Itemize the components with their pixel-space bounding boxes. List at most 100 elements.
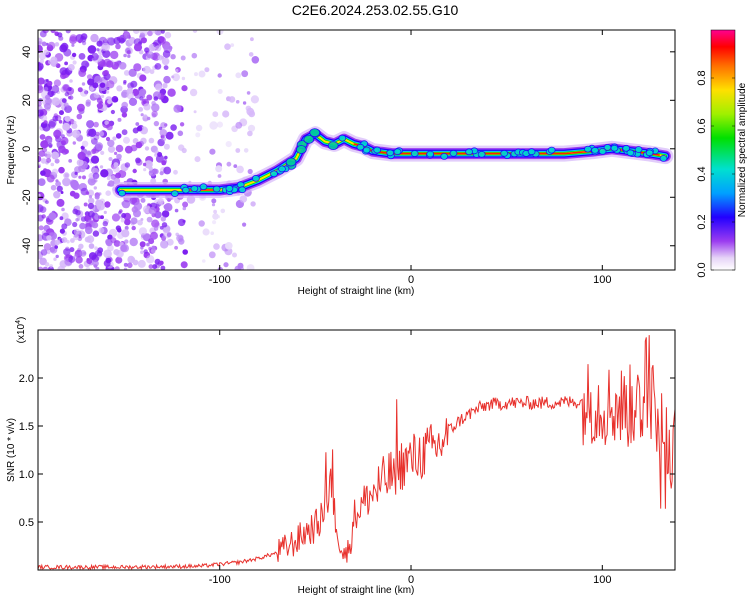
spectrogram-noise-cell — [43, 49, 50, 56]
spectrogram-noise-cell — [132, 168, 137, 174]
spectrogram-noise-cell — [147, 54, 152, 59]
spectrogram-noise-cell — [76, 159, 84, 167]
spectrogram-noise-cell — [107, 139, 115, 147]
spectrogram-noise-cell — [38, 44, 43, 54]
spectrogram-noise-cell — [38, 266, 44, 270]
spectrogram-noise-cell — [93, 92, 100, 99]
spectrogram-noise-cell — [63, 172, 70, 179]
spectrogram-noise-cell — [115, 43, 121, 50]
spectrogram-noise-cell — [124, 226, 129, 230]
spectrogram-noise-cell — [45, 94, 51, 100]
spectrogram-noise-cell — [96, 48, 100, 52]
spectrogram-noise-cell — [68, 95, 72, 100]
spectrogram-noise-cell — [217, 73, 222, 78]
snr-y-tick-label: 0.5 — [19, 517, 34, 529]
spectrogram-noise-cell — [198, 70, 206, 78]
spectrogram-noise-cell — [106, 80, 115, 89]
spectrogram-noise-cell — [85, 267, 91, 270]
spectrogram-noise-cell — [50, 162, 55, 167]
spectrogram-noise-cell — [153, 96, 159, 101]
spectrogram-noise-cell — [159, 260, 164, 266]
spectrogram-x-ticks: -100 0 100 — [209, 30, 611, 286]
spectrogram-noise-cell — [209, 121, 218, 130]
spectrogram-noise-cell — [51, 97, 60, 106]
spectrogram-noise-cell — [121, 112, 128, 118]
spectrogram-noise-cell — [115, 256, 123, 264]
spectrogram-noise-cell — [71, 43, 75, 47]
spectrogram-noise-cell — [114, 151, 118, 155]
spectrogram-noise-cell — [64, 61, 68, 66]
spectrogram-noise-cell — [103, 249, 112, 259]
spectrogram-noise-cell — [85, 99, 92, 105]
spectrogram-noise-cell — [43, 243, 52, 251]
spectrogram-ridge-blob — [659, 154, 668, 162]
spectrogram-noise-cell — [144, 47, 150, 53]
spectrogram-noise-cell — [181, 85, 188, 92]
spectrogram-noise-cell — [59, 228, 65, 234]
spectrogram-x-tick-label: -100 — [209, 274, 231, 286]
spectrogram-noise-cell — [95, 199, 103, 207]
spectrogram-noise-cell — [151, 219, 160, 228]
spectrogram-noise-cell — [212, 220, 217, 225]
spectrogram-noise-cell — [210, 231, 214, 235]
spectrogram-noise-cell — [95, 131, 100, 137]
spectrogram-ridge — [112, 126, 674, 198]
spectrogram-noise-cell — [51, 85, 60, 94]
spectrogram-noise-cell — [144, 160, 153, 169]
colorbar-gradient — [710, 29, 736, 271]
spectrogram-noise-cell — [52, 115, 59, 122]
spectrogram-noise-cell — [38, 178, 46, 186]
spectrogram-noise-cell — [78, 39, 82, 44]
spectrogram-noise-cell — [71, 52, 77, 58]
spectrogram-noise-cell — [139, 241, 146, 248]
spectrogram-noise-cell — [77, 151, 86, 160]
spectrogram-noise-cell — [146, 94, 153, 101]
spectrogram-ridge-blob — [584, 145, 592, 153]
spectrogram-noise-cell — [113, 37, 121, 45]
spectrogram-noise-cell — [98, 227, 105, 234]
spectrogram-noise-cell — [173, 169, 178, 175]
spectrogram-noise-cell — [216, 215, 221, 219]
spectrogram-noise-cell — [50, 30, 56, 34]
spectrogram-noise-cell — [135, 122, 140, 126]
spectrogram-noise-cell — [60, 134, 65, 139]
spectrogram-noise-cell — [191, 52, 198, 59]
spectrogram-noise-cell — [180, 261, 188, 269]
spectrogram-noise-cell — [123, 32, 130, 39]
spectrogram-noise-cell — [143, 65, 151, 74]
spectrogram-noise-cell — [124, 162, 131, 168]
snr-y-multiplier: (x104) — [15, 317, 27, 344]
snr-y-tick-label: 2.0 — [19, 373, 34, 385]
spectrogram-noise-cell — [62, 83, 70, 92]
spectrogram-noise-cell — [108, 157, 113, 161]
spectrogram-noise-cell — [88, 197, 95, 205]
spectrogram-noise-cell — [64, 91, 70, 97]
spectrogram-ridge-blob — [225, 185, 234, 192]
spectrogram-noise-cell — [54, 239, 60, 246]
spectrogram-noise-cell — [90, 155, 100, 164]
spectrogram-ridge-band — [118, 132, 668, 192]
spectrogram-noise-cell — [116, 85, 123, 92]
spectrogram-noise-cell — [163, 166, 172, 175]
spectrogram-noise-cell — [160, 30, 165, 34]
spectrogram-noise-cell — [88, 195, 93, 199]
spectrogram-noise-cell — [123, 80, 127, 84]
spectrogram-noise-cell — [155, 154, 165, 163]
spectrogram-noise-cell — [217, 266, 223, 270]
spectrogram-noise-cell — [213, 243, 220, 250]
spectrogram-noise-cell — [105, 90, 110, 94]
spectrogram-noise-cell — [106, 86, 110, 91]
spectrogram-noise-cell — [209, 148, 216, 155]
spectrogram-noise-cell — [239, 195, 248, 203]
spectrogram-noise-cell — [193, 110, 197, 114]
spectrogram-noise-cell — [88, 252, 97, 260]
spectrogram-noise-cell — [68, 159, 73, 163]
spectrogram-noise-cell — [182, 249, 188, 255]
spectrogram-noise-cell — [121, 129, 128, 136]
spectrogram-noise-cell — [94, 246, 98, 250]
spectrogram-ridge-blob — [410, 150, 419, 157]
spectrogram-noise-cell — [241, 70, 249, 78]
spectrogram-noise-cell — [39, 59, 44, 64]
spectrogram-noise-cell — [75, 218, 79, 222]
spectrogram-noise-cell — [151, 110, 158, 118]
